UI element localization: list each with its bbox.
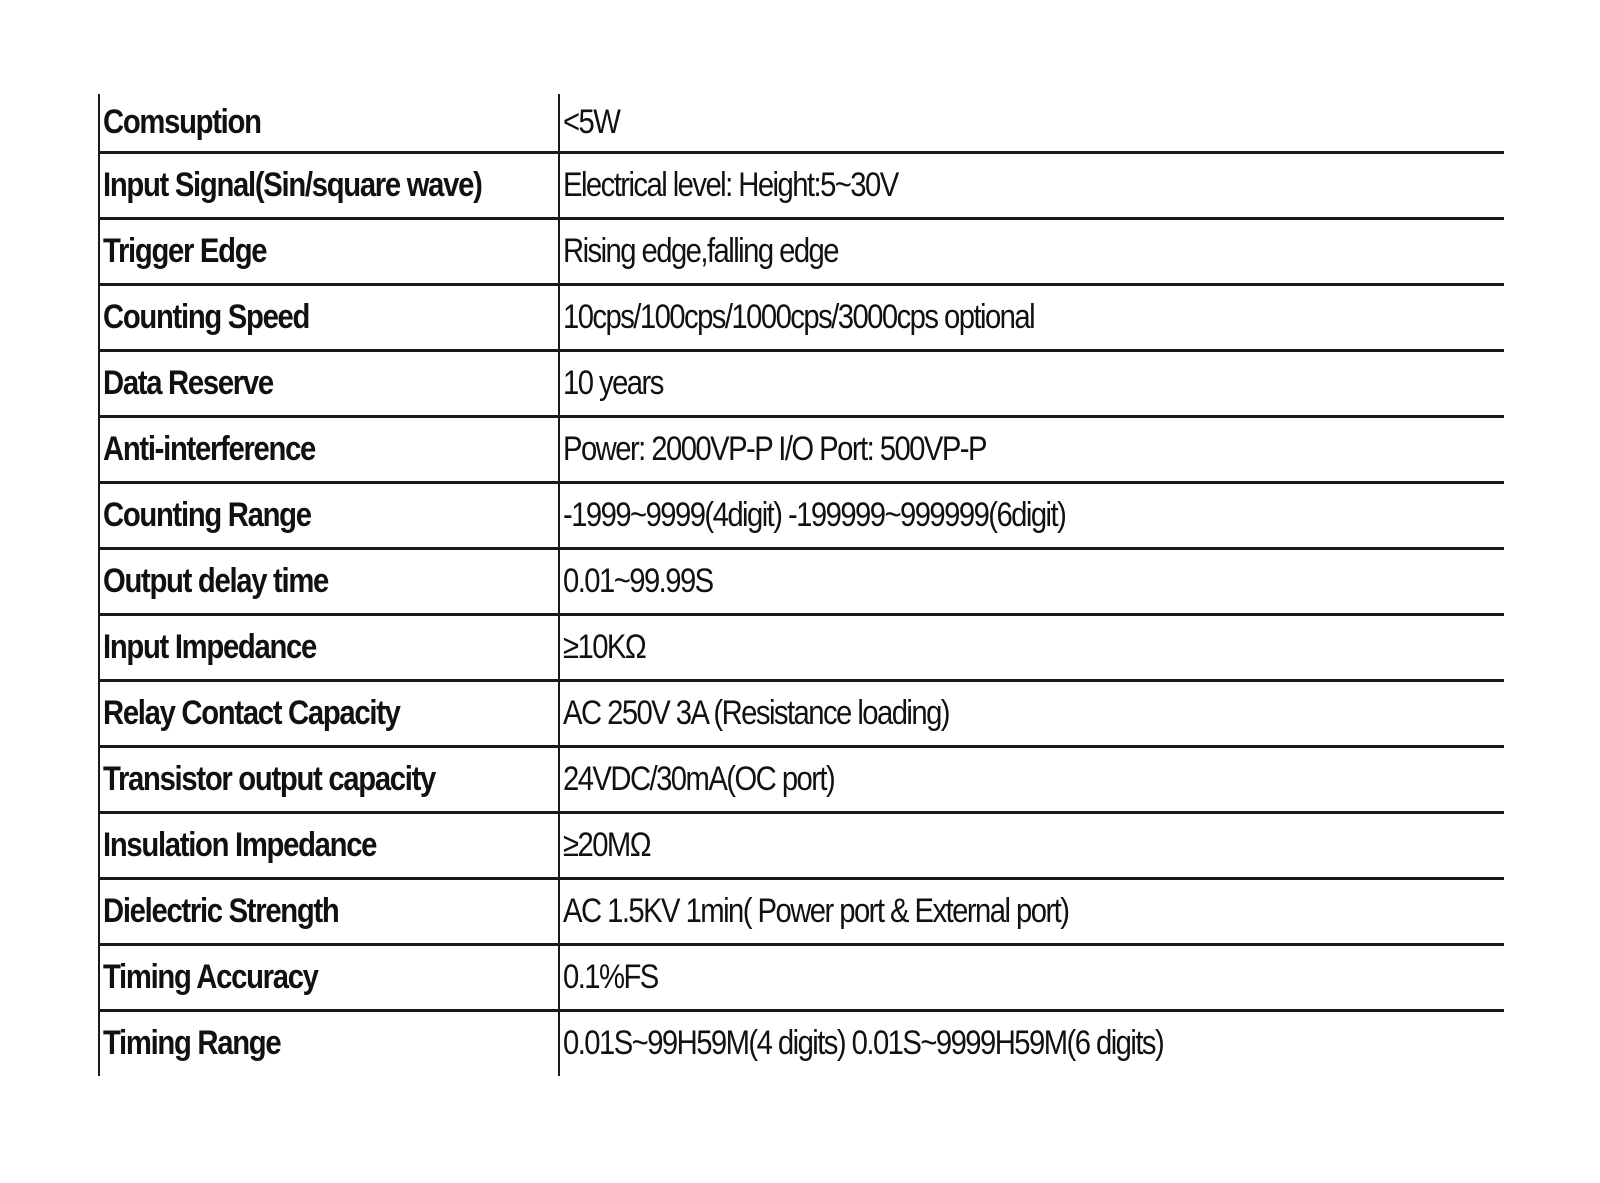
param-value-cell: 24VDC/30mA(OC port) (558, 746, 1504, 814)
param-value: 0.01~99.99S (563, 561, 714, 600)
param-value-cell: <5W (558, 94, 1504, 154)
param-value: ≥10KΩ (563, 627, 647, 666)
param-value: Power: 2000VP-P I/O Port: 500VP-P (563, 429, 988, 468)
param-value: 0.01S~99H59M(4 digits) 0.01S~9999H59M(6 … (563, 1024, 1165, 1063)
param-value-cell: 0.01S~99H59M(4 digits) 0.01S~9999H59M(6 … (558, 1010, 1504, 1076)
param-value-cell: 10cps/100cps/1000cps/3000cps optional (558, 284, 1504, 352)
table-row: Insulation Impedance ≥20MΩ (98, 812, 1504, 880)
table-row: Input Impedance ≥10KΩ (98, 614, 1504, 682)
table-row: Anti-interference Power: 2000VP-P I/O Po… (98, 416, 1504, 484)
table-row: Data Reserve 10 years (98, 350, 1504, 418)
param-name-cell: Insulation Impedance (98, 812, 559, 880)
param-name-cell: Counting Range (98, 482, 559, 550)
table-row: Comsuption <5W (98, 94, 1504, 154)
table-row: Counting Range -1999~9999(4digit) -19999… (98, 482, 1504, 550)
param-value: 10cps/100cps/1000cps/3000cps optional (563, 297, 1036, 336)
param-name: Dielectric Strength (103, 891, 340, 930)
param-name: Transistor output capacity (103, 759, 436, 798)
param-value: AC 250V 3A (Resistance loading) (563, 693, 951, 732)
param-name-cell: Data Reserve (98, 350, 559, 418)
param-name-cell: Relay Contact Capacity (98, 680, 559, 748)
table-row: Transistor output capacity 24VDC/30mA(OC… (98, 746, 1504, 814)
param-value-cell: 10 years (558, 350, 1504, 418)
table-row: Dielectric Strength AC 1.5KV 1min( Power… (98, 878, 1504, 946)
param-name: Counting Speed (103, 297, 310, 336)
param-name: Data Reserve (103, 363, 274, 402)
param-value-cell: Power: 2000VP-P I/O Port: 500VP-P (558, 416, 1504, 484)
table-row: Trigger Edge Rising edge,falling edge (98, 218, 1504, 286)
param-name: Insulation Impedance (103, 825, 377, 864)
param-name: Input Impedance (103, 627, 317, 666)
param-name-cell: Input Signal(Sin/square wave) (98, 152, 559, 220)
param-value: -1999~9999(4digit) -199999~999999(6digit… (563, 495, 1067, 534)
table-row: Output delay time 0.01~99.99S (98, 548, 1504, 616)
param-value-cell: AC 1.5KV 1min( Power port & External por… (558, 878, 1504, 946)
param-name-cell: Counting Speed (98, 284, 559, 352)
param-value: Rising edge,falling edge (563, 231, 840, 270)
param-value-cell: AC 250V 3A (Resistance loading) (558, 680, 1504, 748)
param-value-cell: Electrical level: Height:5~30V (558, 152, 1504, 220)
param-name: Counting Range (103, 495, 312, 534)
param-value-cell: Rising edge,falling edge (558, 218, 1504, 286)
param-name: Timing Accuracy (103, 957, 319, 996)
param-value: Electrical level: Height:5~30V (563, 165, 899, 204)
param-name: Relay Contact Capacity (103, 693, 401, 732)
table-row: Counting Speed 10cps/100cps/1000cps/3000… (98, 284, 1504, 352)
param-name: Trigger Edge (103, 231, 268, 270)
param-name-cell: Timing Range (98, 1010, 559, 1076)
param-value-cell: -1999~9999(4digit) -199999~999999(6digit… (558, 482, 1504, 550)
specification-table: Comsuption <5W Input Signal(Sin/square w… (98, 94, 1504, 1076)
param-name-cell: Input Impedance (98, 614, 559, 682)
param-name-cell: Comsuption (98, 94, 559, 154)
table-row: Timing Accuracy 0.1%FS (98, 944, 1504, 1012)
table-row: Timing Range 0.01S~99H59M(4 digits) 0.01… (98, 1010, 1504, 1076)
param-value-cell: 0.1%FS (558, 944, 1504, 1012)
param-name-cell: Anti-interference (98, 416, 559, 484)
param-value: <5W (563, 102, 621, 141)
param-name-cell: Trigger Edge (98, 218, 559, 286)
param-value: 10 years (563, 363, 664, 402)
param-value: 0.1%FS (563, 957, 659, 996)
param-value: ≥20MΩ (563, 825, 652, 864)
param-value-cell: ≥10KΩ (558, 614, 1504, 682)
param-value-cell: ≥20MΩ (558, 812, 1504, 880)
param-name-cell: Output delay time (98, 548, 559, 616)
param-name-cell: Transistor output capacity (98, 746, 559, 814)
param-name: Anti-interference (103, 429, 316, 468)
param-name: Timing Range (103, 1024, 282, 1063)
param-name: Input Signal(Sin/square wave) (103, 165, 483, 204)
table-row: Relay Contact Capacity AC 250V 3A (Resis… (98, 680, 1504, 748)
param-name: Comsuption (103, 102, 262, 141)
param-name: Output delay time (103, 561, 329, 600)
param-name-cell: Timing Accuracy (98, 944, 559, 1012)
table-row: Input Signal(Sin/square wave) Electrical… (98, 152, 1504, 220)
param-value: AC 1.5KV 1min( Power port & External por… (563, 891, 1070, 930)
param-name-cell: Dielectric Strength (98, 878, 559, 946)
param-value: 24VDC/30mA(OC port) (563, 759, 836, 798)
param-value-cell: 0.01~99.99S (558, 548, 1504, 616)
